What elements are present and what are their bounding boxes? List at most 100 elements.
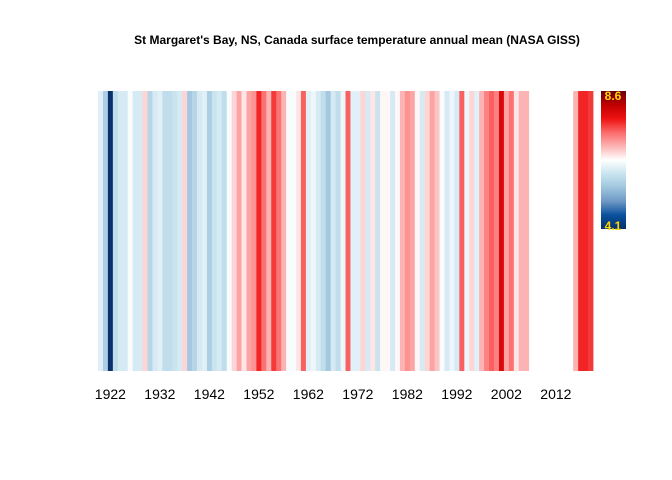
stripe-1933: [162, 91, 168, 371]
stripe-1972: [355, 91, 361, 371]
stripe-1922: [107, 91, 114, 371]
x-tick-label: 1952: [243, 386, 274, 402]
stripe-1953: [261, 91, 267, 371]
stripe-2016: [573, 91, 579, 371]
stripe-1995: [469, 91, 475, 371]
stripe-1959: [291, 91, 297, 371]
x-tick-label: 1962: [293, 386, 324, 402]
stripe-1963: [310, 91, 317, 371]
stripe-2006: [523, 91, 530, 371]
stripe-1991: [449, 91, 455, 371]
legend-min-label: 4.1: [605, 219, 622, 233]
x-tick-label: 1942: [194, 386, 225, 402]
stripe-1994: [464, 91, 470, 371]
color-legend-bar: [601, 91, 626, 229]
stripe-1968: [335, 91, 341, 371]
stripe-1954: [266, 91, 272, 371]
stripe-1966: [325, 91, 332, 371]
stripe-1964: [315, 91, 322, 371]
stripe-1957: [281, 91, 287, 371]
stripe-1948: [236, 91, 242, 371]
x-tick-label: 2002: [491, 386, 522, 402]
stripe-1967: [330, 91, 336, 371]
stripe-1979: [390, 91, 396, 371]
stripe-1946: [226, 91, 233, 371]
stripe-2018: [583, 91, 589, 371]
stripe-1982: [404, 91, 411, 371]
stripe-1992: [454, 91, 460, 371]
stripe-1960: [296, 91, 302, 371]
stripe-1999: [489, 91, 495, 371]
stripe-1937: [182, 91, 188, 371]
stripe-1938: [187, 91, 193, 371]
stripe-2003: [508, 91, 515, 371]
stripe-1990: [444, 91, 450, 371]
stripe-1941: [201, 91, 208, 371]
stripe-1971: [350, 91, 356, 371]
legend-max-label: 8.6: [605, 89, 622, 103]
stripe-1976: [375, 91, 381, 371]
stripe-1936: [177, 91, 183, 371]
stripe-1988: [434, 91, 440, 371]
x-axis-ticks: 1922 1932 1942 1952 1962 1972 1982 1992 2002 2012: [95, 386, 572, 402]
stripe-1970: [345, 91, 351, 371]
stripe-1932: [157, 91, 163, 371]
x-tick-label: 1992: [441, 386, 472, 402]
stripe-1969: [340, 91, 346, 371]
stripe-1981: [399, 91, 406, 371]
stripe-2000: [494, 91, 500, 371]
stripe-1950: [246, 91, 252, 371]
stripe-1951: [251, 91, 257, 371]
stripe-1929: [142, 91, 148, 371]
stripe-2004: [513, 91, 520, 371]
stripe-1934: [167, 91, 173, 371]
stripe-1947: [231, 91, 237, 371]
stripe-1989: [439, 91, 445, 371]
stripe-1965: [320, 91, 327, 371]
stripe-1997: [479, 91, 485, 371]
stripe-2005: [518, 91, 525, 371]
stripe-1984: [414, 91, 421, 371]
stripe-1958: [286, 91, 292, 371]
x-tick-label: 1972: [342, 386, 373, 402]
x-tick-label: 1982: [392, 386, 423, 402]
stripe-1985: [419, 91, 426, 371]
stripe-1926: [127, 91, 134, 371]
stripe-1955: [271, 91, 277, 371]
stripe-1977: [380, 91, 386, 371]
stripe-1952: [256, 91, 262, 371]
x-tick-label: 1932: [144, 386, 175, 402]
stripe-1998: [484, 91, 490, 371]
stripe-1993: [459, 91, 465, 371]
stripe-2002: [503, 91, 510, 371]
stripe-1921: [102, 91, 109, 371]
stripe-1996: [474, 91, 480, 371]
chart-title: St Margaret's Bay, NS, Canada surface te…: [134, 33, 580, 47]
stripe-1930: [147, 91, 153, 371]
stripe-1923: [112, 91, 119, 371]
stripe-1962: [305, 91, 312, 371]
warming-stripes: [98, 91, 594, 371]
stripe-1980: [395, 91, 401, 371]
stripe-1956: [276, 91, 282, 371]
x-tick-label: 1922: [95, 386, 126, 402]
stripe-1949: [241, 91, 247, 371]
stripe-1986: [424, 91, 431, 371]
x-tick-label: 2012: [540, 386, 571, 402]
stripe-1945: [221, 91, 228, 371]
stripe-1942: [206, 91, 213, 371]
stripe-1973: [360, 91, 366, 371]
stripe-1987: [429, 91, 435, 371]
stripe-1974: [365, 91, 371, 371]
stripe-1983: [409, 91, 416, 371]
stripe-1940: [197, 91, 203, 371]
stripe-1975: [370, 91, 376, 371]
stripe-1928: [137, 91, 143, 371]
stripe-2019: [588, 91, 594, 371]
stripe-1931: [152, 91, 158, 371]
stripe-1943: [211, 91, 218, 371]
stripe-1927: [132, 91, 138, 371]
stripe-1925: [122, 91, 129, 371]
color-legend: 8.6 4.1: [601, 89, 626, 233]
